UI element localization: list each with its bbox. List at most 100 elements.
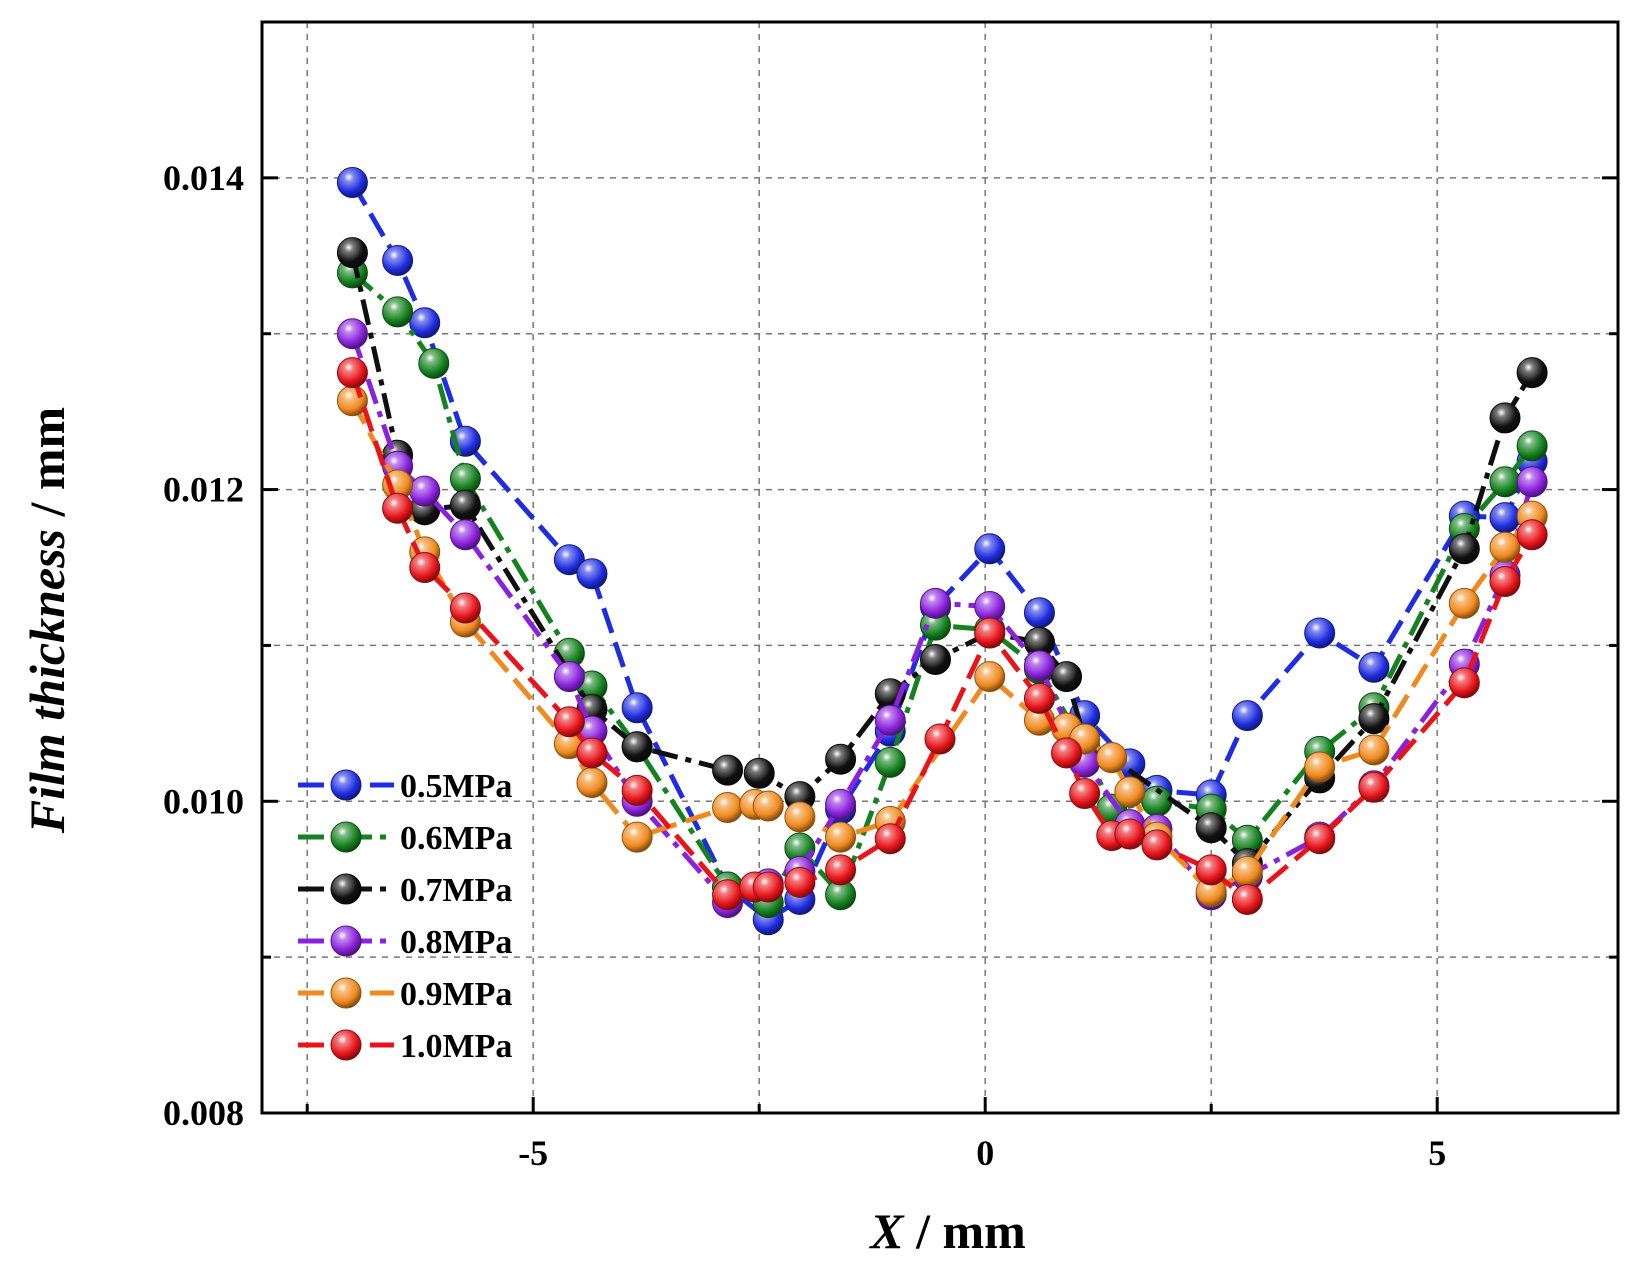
data-point — [1051, 661, 1083, 693]
data-point — [1489, 566, 1521, 598]
data-point — [1358, 734, 1390, 766]
data-point — [1448, 587, 1480, 619]
data-point — [1023, 597, 1055, 629]
data-point — [336, 237, 368, 269]
data-point — [1304, 617, 1336, 649]
data-point — [1304, 751, 1336, 783]
legend-label: 0.6MPa — [400, 820, 512, 857]
data-point — [1489, 402, 1521, 434]
data-point — [874, 704, 906, 736]
data-point — [825, 788, 857, 820]
legend-label: 0.5MPa — [400, 768, 512, 805]
data-point — [382, 244, 414, 276]
axis-ticks: -5 0 5 0.008 0.010 0.012 0.014 — [163, 158, 1618, 1173]
legend-marker — [330, 769, 362, 801]
series-line-0.7MPa — [349, 252, 1535, 867]
data-point — [712, 754, 744, 786]
data-point — [409, 307, 441, 339]
legend-item-0.7MPa: 0.7MPa — [298, 872, 512, 909]
y-tick-label: 0.010 — [163, 781, 244, 821]
data-point — [621, 692, 653, 724]
data-point — [449, 463, 481, 495]
data-point — [752, 871, 784, 903]
data-point — [712, 792, 744, 824]
y-tick-label: 0.012 — [163, 470, 244, 510]
data-point — [1114, 818, 1146, 850]
data-point — [621, 774, 653, 806]
data-point — [1516, 466, 1548, 498]
x-axis-title: X / mm — [868, 1203, 1026, 1259]
data-point — [825, 821, 857, 853]
data-point — [1489, 502, 1521, 534]
data-point — [919, 643, 951, 675]
data-point — [1489, 466, 1521, 498]
series-0.5MPa — [336, 167, 1548, 936]
data-point — [752, 790, 784, 822]
data-point — [1448, 533, 1480, 565]
series-line-0.5MPa — [350, 181, 1535, 923]
x-tick-label: -5 — [518, 1133, 548, 1173]
data-point — [1516, 357, 1548, 389]
y-tick-label: 0.014 — [163, 158, 244, 198]
data-point — [576, 767, 608, 799]
data-point — [974, 661, 1006, 693]
data-point — [553, 544, 585, 576]
data-point — [382, 296, 414, 328]
data-point — [449, 592, 481, 624]
data-point — [621, 731, 653, 763]
legend-label: 0.7MPa — [400, 872, 512, 909]
legend-marker — [330, 925, 362, 957]
data-point — [974, 590, 1006, 622]
data-point — [1489, 531, 1521, 563]
plot-frame — [260, 20, 1620, 1115]
data-point — [1023, 650, 1055, 682]
data-point — [1141, 829, 1173, 861]
series-line-0.9MPa — [350, 399, 1534, 895]
data-point — [924, 723, 956, 755]
y-axis-title: Film thickness / mm — [19, 407, 75, 834]
data-point — [336, 357, 368, 389]
series-0.9MPa — [336, 385, 1548, 908]
data-point — [1195, 812, 1227, 844]
data-point — [1051, 737, 1083, 769]
data-point — [576, 558, 608, 590]
legend-marker — [330, 977, 362, 1009]
y-tick-label: 0.008 — [163, 1093, 244, 1133]
data-point — [449, 519, 481, 551]
legend-label: 1.0MPa — [400, 1028, 512, 1065]
series-line-1.0MPa — [350, 371, 1535, 902]
data-point — [784, 866, 816, 898]
data-point — [553, 706, 585, 738]
legend-item-0.6MPa: 0.6MPa — [298, 820, 512, 857]
data-point — [382, 492, 414, 524]
data-point — [1195, 854, 1227, 886]
legend-marker — [330, 1029, 362, 1061]
data-point — [784, 801, 816, 833]
data-point — [449, 489, 481, 521]
legend-item-0.5MPa: 0.5MPa — [298, 768, 512, 805]
data-point — [1114, 776, 1146, 808]
legend-item-1.0MPa: 1.0MPa — [298, 1028, 512, 1065]
data-point — [712, 879, 744, 911]
legend-marker — [330, 873, 362, 905]
data-point — [919, 587, 951, 619]
data-point — [825, 743, 857, 775]
data-point — [1231, 883, 1263, 915]
x-tick-label: 0 — [976, 1133, 994, 1173]
legend-marker — [330, 821, 362, 853]
data-point — [336, 167, 368, 199]
series-layer — [336, 167, 1548, 936]
data-point — [1231, 700, 1263, 732]
data-point — [874, 823, 906, 855]
data-point — [1516, 430, 1548, 462]
data-point — [418, 347, 450, 379]
legend-label: 0.9MPa — [400, 976, 512, 1013]
series-1.0MPa — [336, 357, 1548, 915]
data-point — [1023, 682, 1055, 714]
data-point — [621, 821, 653, 853]
data-point — [743, 757, 775, 789]
data-point — [1304, 823, 1336, 855]
data-point — [1358, 703, 1390, 735]
data-point — [825, 854, 857, 886]
